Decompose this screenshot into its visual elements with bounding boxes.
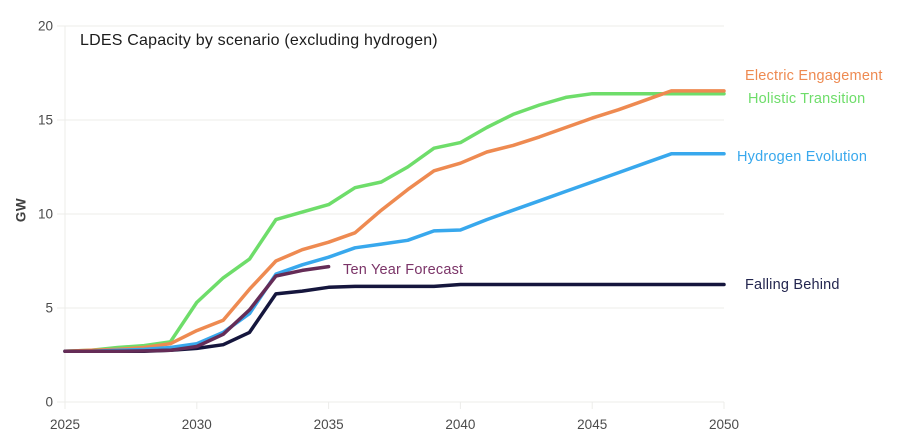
y-tick-label-0: 0 (45, 395, 53, 410)
x-tick-label-2045: 2045 (577, 417, 607, 432)
x-tick-label-2050: 2050 (709, 417, 739, 432)
series-label-falling-behind: Falling Behind (745, 277, 840, 293)
series-line-hydrogen-evolution (63, 152, 726, 353)
series-line-electric-engagement (63, 89, 726, 353)
y-axis-title: GW (13, 197, 29, 223)
series-label-holistic-transition: Holistic Transition (748, 91, 866, 107)
y-tick-label-10: 10 (38, 207, 53, 222)
series-line-ten-year-forecast (63, 264, 331, 353)
series-label-ten-year-forecast: Ten Year Forecast (343, 262, 464, 278)
series-label-electric-engagement: Electric Engagement (745, 68, 883, 84)
y-tick-label-5: 5 (45, 301, 53, 316)
x-tick-label-2040: 2040 (445, 417, 475, 432)
y-tick-label-15: 15 (38, 113, 53, 128)
y-tick-label-20: 20 (38, 19, 53, 34)
x-tick-label-2035: 2035 (314, 417, 344, 432)
x-tick-label-2025: 2025 (50, 417, 80, 432)
series-label-hydrogen-evolution: Hydrogen Evolution (737, 149, 868, 165)
x-tick-label-2030: 2030 (182, 417, 212, 432)
chart-title: LDES Capacity by scenario (excluding hyd… (80, 32, 438, 49)
series-line-holistic-transition (63, 91, 726, 353)
